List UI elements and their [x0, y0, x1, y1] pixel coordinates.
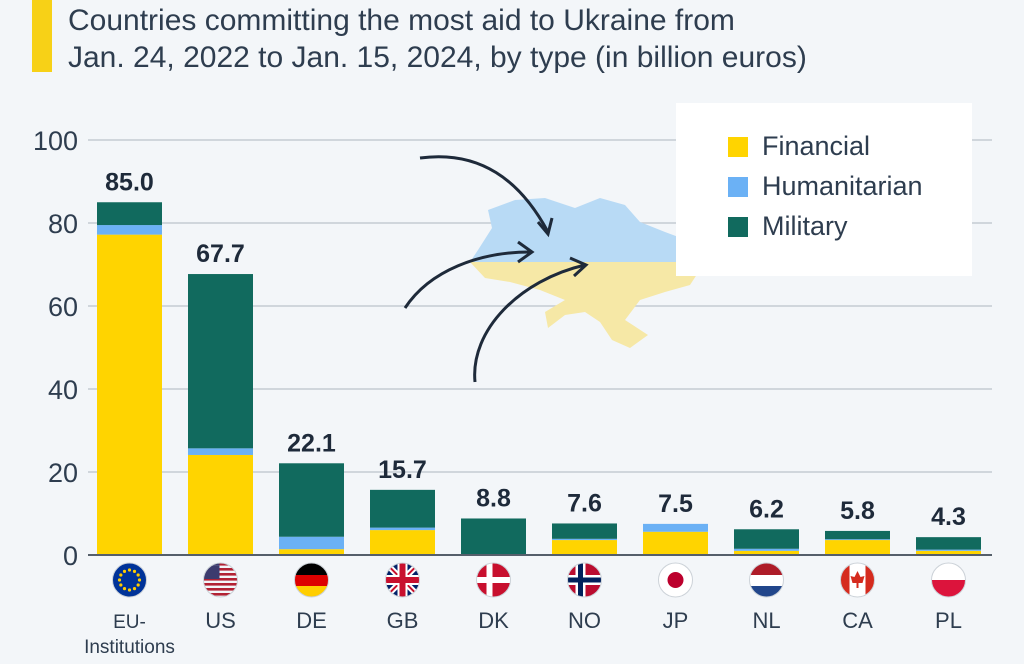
- y-tick-label: 80: [48, 209, 78, 239]
- ukraine-map-bottom: [470, 262, 705, 348]
- x-tick-label: EU-: [113, 612, 146, 633]
- total-label: 7.6: [567, 489, 602, 517]
- bar-military: [734, 529, 799, 549]
- bar-military: [279, 463, 344, 537]
- y-tick-label: 40: [48, 375, 78, 405]
- total-label: 85.0: [105, 168, 154, 196]
- bar-humanitarian: [916, 549, 981, 551]
- x-tick-label: GB: [387, 608, 419, 633]
- bar-financial: [188, 454, 253, 555]
- x-tick-label: DE: [296, 608, 327, 633]
- total-label: 15.7: [378, 456, 427, 484]
- ukraine-map-top: [470, 198, 705, 262]
- arrow-3: [473, 263, 586, 383]
- legend-label: Military: [762, 211, 848, 241]
- flag-us-icon: [203, 562, 238, 598]
- bar-financial: [279, 549, 344, 555]
- bar-humanitarian: [643, 523, 708, 532]
- y-tick-label: 0: [63, 541, 78, 571]
- flag-gb-icon: [385, 562, 420, 598]
- bar-military: [188, 274, 253, 449]
- legend-item-humanitarian: Humanitarian: [728, 171, 923, 202]
- legend-item-military: Military: [728, 211, 848, 242]
- legend-swatch-financial: [728, 136, 748, 157]
- bar-financial: [916, 550, 981, 555]
- flag-jp-icon: [658, 562, 693, 598]
- x-tick-label: CA: [842, 608, 873, 633]
- ukraine-map-illustration: [403, 155, 705, 383]
- y-tick-label: 100: [33, 126, 78, 156]
- title-accent-bar: [32, 0, 52, 72]
- arrow-1: [419, 155, 550, 233]
- bar-military: [825, 530, 890, 540]
- flag-nl-icon: [749, 562, 784, 598]
- chart-title: Countries committing the most aid to Ukr…: [68, 2, 968, 76]
- legend-swatch-humanitarian: [728, 176, 748, 197]
- bar-financial: [370, 530, 435, 555]
- title-line-1: Countries committing the most aid to Ukr…: [68, 4, 735, 37]
- bar-humanitarian: [734, 548, 799, 551]
- total-label: 67.7: [196, 240, 245, 268]
- y-tick-label: 20: [48, 458, 78, 488]
- title-line-2: Jan. 24, 2022 to Jan. 15, 2024, by type …: [68, 41, 807, 74]
- bar-humanitarian: [279, 536, 344, 550]
- x-tick-label: JP: [663, 608, 689, 633]
- bar-humanitarian: [370, 527, 435, 531]
- flag-de-icon: [294, 562, 329, 598]
- flag-no-icon: [567, 562, 602, 598]
- bar-financial: [97, 234, 162, 555]
- bar-financial: [825, 540, 890, 555]
- flag-pl-icon: [931, 562, 966, 598]
- flag-dk-icon: [476, 562, 511, 598]
- x-tick-label: PL: [935, 608, 962, 633]
- bar-military: [461, 518, 526, 555]
- legend: Financial Humanitarian Military: [676, 103, 972, 276]
- flag-ca-icon: [840, 562, 875, 598]
- total-label: 22.1: [287, 429, 336, 457]
- flag-eu-icon: [112, 562, 147, 598]
- bar-military: [370, 489, 435, 528]
- bar-financial: [643, 531, 708, 555]
- bar-military: [916, 537, 981, 550]
- bar-military: [97, 202, 162, 226]
- y-tick-label: 60: [48, 292, 78, 322]
- bar-humanitarian: [97, 225, 162, 235]
- legend-swatch-military: [728, 216, 748, 237]
- bar-humanitarian: [825, 539, 890, 541]
- x-tick-label: Institutions: [84, 637, 175, 658]
- legend-label: Financial: [762, 131, 871, 161]
- x-tick-label: DK: [478, 608, 509, 633]
- total-label: 4.3: [931, 503, 966, 531]
- x-tick-label: NO: [568, 608, 601, 633]
- legend-item-financial: Financial: [728, 131, 870, 162]
- x-tick-label: NL: [752, 608, 780, 633]
- total-label: 8.8: [476, 484, 511, 512]
- legend-label: Humanitarian: [762, 171, 923, 201]
- total-label: 6.2: [749, 495, 784, 523]
- bar-humanitarian: [552, 538, 617, 541]
- total-label: 5.8: [840, 497, 875, 525]
- total-label: 7.5: [658, 490, 693, 518]
- bar-humanitarian: [188, 448, 253, 455]
- bar-financial: [734, 550, 799, 555]
- x-tick-label: US: [205, 608, 236, 633]
- bar-financial: [552, 540, 617, 555]
- arrow-2: [403, 250, 531, 309]
- bar-military: [552, 523, 617, 539]
